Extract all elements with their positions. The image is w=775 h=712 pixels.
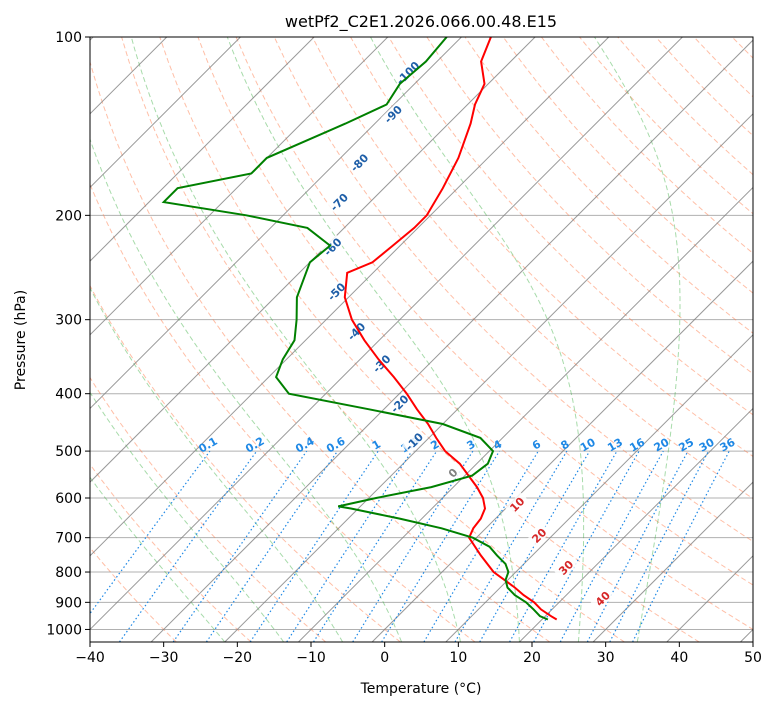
x-tick-label: 10 — [449, 650, 467, 666]
x-tick-label: −40 — [75, 650, 105, 666]
x-tick-label: 50 — [744, 650, 762, 666]
y-tick-label: 100 — [55, 30, 82, 46]
x-tick-label: −20 — [223, 650, 253, 666]
x-tick-label: 0 — [380, 650, 389, 666]
y-tick-label: 500 — [55, 444, 82, 460]
y-tick-label: 600 — [55, 491, 82, 507]
y-tick-label: 400 — [55, 387, 82, 403]
y-tick-label: 700 — [55, 531, 82, 547]
x-tick-label: 20 — [523, 650, 541, 666]
y-axis-label: Pressure (hPa) — [13, 290, 29, 390]
y-tick-label: 200 — [55, 208, 82, 224]
chart-title: wetPf2_C2E1.2026.066.00.48.E15 — [285, 12, 557, 32]
y-tick-label: 1000 — [46, 622, 82, 638]
y-tick-label: 800 — [55, 565, 82, 581]
y-tick-label: 300 — [55, 313, 82, 329]
x-tick-label: −30 — [149, 650, 179, 666]
x-tick-label: 40 — [670, 650, 688, 666]
x-tick-label: −10 — [296, 650, 326, 666]
y-tick-label: 900 — [55, 595, 82, 611]
x-tick-label: 30 — [597, 650, 615, 666]
x-axis-label: Temperature (°C) — [360, 681, 482, 697]
plot-area: 0.10.20.40.611.52346810131620253036-100-… — [0, 37, 775, 642]
